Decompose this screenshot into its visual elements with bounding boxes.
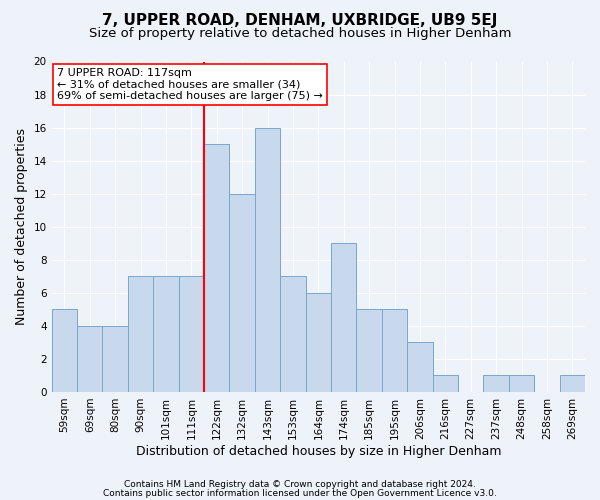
Bar: [229, 194, 255, 392]
Bar: [560, 376, 585, 392]
Text: 7, UPPER ROAD, DENHAM, UXBRIDGE, UB9 5EJ: 7, UPPER ROAD, DENHAM, UXBRIDGE, UB9 5EJ: [103, 12, 497, 28]
Bar: [52, 310, 77, 392]
Bar: [407, 342, 433, 392]
Bar: [433, 376, 458, 392]
Bar: [128, 276, 153, 392]
Bar: [204, 144, 229, 392]
Bar: [179, 276, 204, 392]
Bar: [280, 276, 305, 392]
Bar: [305, 293, 331, 392]
Bar: [77, 326, 103, 392]
Bar: [331, 244, 356, 392]
Bar: [484, 376, 509, 392]
Bar: [103, 326, 128, 392]
Bar: [382, 310, 407, 392]
Bar: [153, 276, 179, 392]
Y-axis label: Number of detached properties: Number of detached properties: [15, 128, 28, 325]
Text: Size of property relative to detached houses in Higher Denham: Size of property relative to detached ho…: [89, 28, 511, 40]
Bar: [509, 376, 534, 392]
Text: Contains public sector information licensed under the Open Government Licence v3: Contains public sector information licen…: [103, 490, 497, 498]
Text: Contains HM Land Registry data © Crown copyright and database right 2024.: Contains HM Land Registry data © Crown c…: [124, 480, 476, 489]
Bar: [255, 128, 280, 392]
Text: 7 UPPER ROAD: 117sqm
← 31% of detached houses are smaller (34)
69% of semi-detac: 7 UPPER ROAD: 117sqm ← 31% of detached h…: [57, 68, 323, 102]
X-axis label: Distribution of detached houses by size in Higher Denham: Distribution of detached houses by size …: [136, 444, 501, 458]
Bar: [356, 310, 382, 392]
